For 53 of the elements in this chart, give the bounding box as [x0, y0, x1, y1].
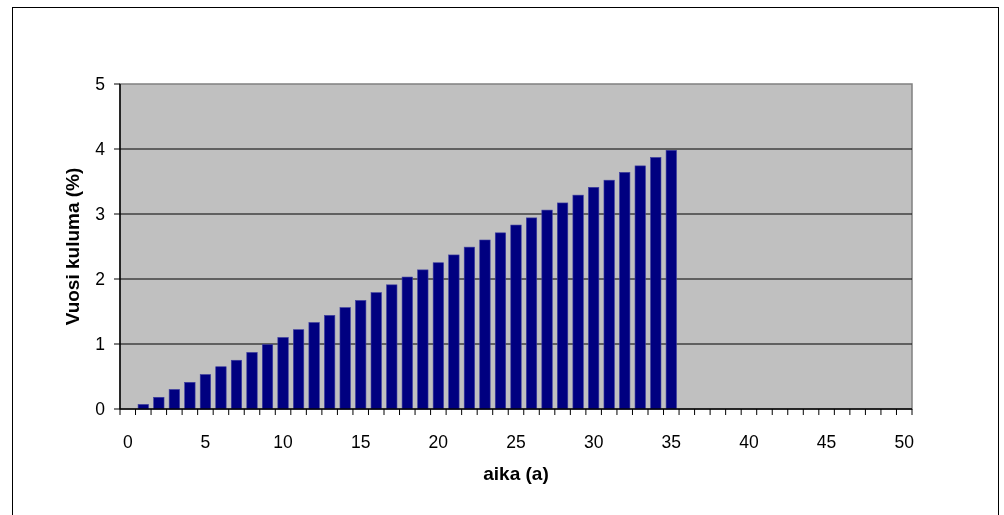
bar	[448, 254, 460, 410]
x-tick-label: 35	[661, 432, 682, 452]
bar	[324, 315, 336, 410]
bar	[230, 359, 242, 410]
bar	[370, 292, 382, 410]
bar	[650, 157, 662, 410]
bar	[541, 209, 553, 410]
bar	[153, 397, 165, 410]
x-tick-label: 45	[816, 432, 837, 452]
bar	[510, 224, 522, 410]
bar	[199, 374, 211, 410]
bar	[386, 284, 398, 410]
x-tick-label: 40	[739, 432, 759, 452]
bar	[494, 232, 506, 410]
bar	[479, 239, 491, 410]
bar	[355, 300, 367, 410]
bar	[401, 276, 413, 410]
bar	[634, 165, 646, 410]
y-tick-label: 2	[95, 269, 105, 290]
bar	[339, 307, 351, 410]
bar	[665, 150, 677, 410]
bar	[293, 329, 305, 410]
bar	[463, 246, 475, 410]
bar	[526, 217, 538, 410]
y-tick-label: 3	[95, 204, 105, 225]
x-tick-label: 10	[273, 432, 294, 452]
bar	[619, 172, 631, 410]
x-tick-label: 15	[350, 432, 371, 452]
bar	[246, 352, 258, 410]
bar	[557, 202, 569, 410]
bar	[262, 344, 274, 410]
bar	[432, 262, 444, 410]
bar	[308, 322, 320, 410]
y-tick-label: 4	[95, 139, 106, 160]
x-tick-label: 50	[894, 432, 915, 452]
bar	[588, 187, 600, 410]
x-tick-label: 5	[200, 432, 211, 452]
bar	[572, 194, 584, 410]
bar	[184, 382, 196, 410]
y-tick-label: 5	[95, 74, 105, 95]
bar	[417, 269, 429, 410]
bar	[168, 389, 180, 410]
y-tick-label: 0	[95, 399, 106, 420]
x-axis-title: aika (a)	[483, 463, 549, 484]
bar	[215, 366, 227, 410]
y-tick-label: 1	[95, 334, 105, 355]
x-tick-label: 0	[122, 432, 133, 452]
x-tick-label: 30	[583, 432, 604, 452]
y-axis-title: Vuosi kuluma (%)	[62, 167, 83, 326]
bar	[277, 337, 289, 410]
x-tick-label: 25	[506, 432, 526, 452]
x-tick-label: 20	[428, 432, 449, 452]
bar	[603, 179, 615, 410]
